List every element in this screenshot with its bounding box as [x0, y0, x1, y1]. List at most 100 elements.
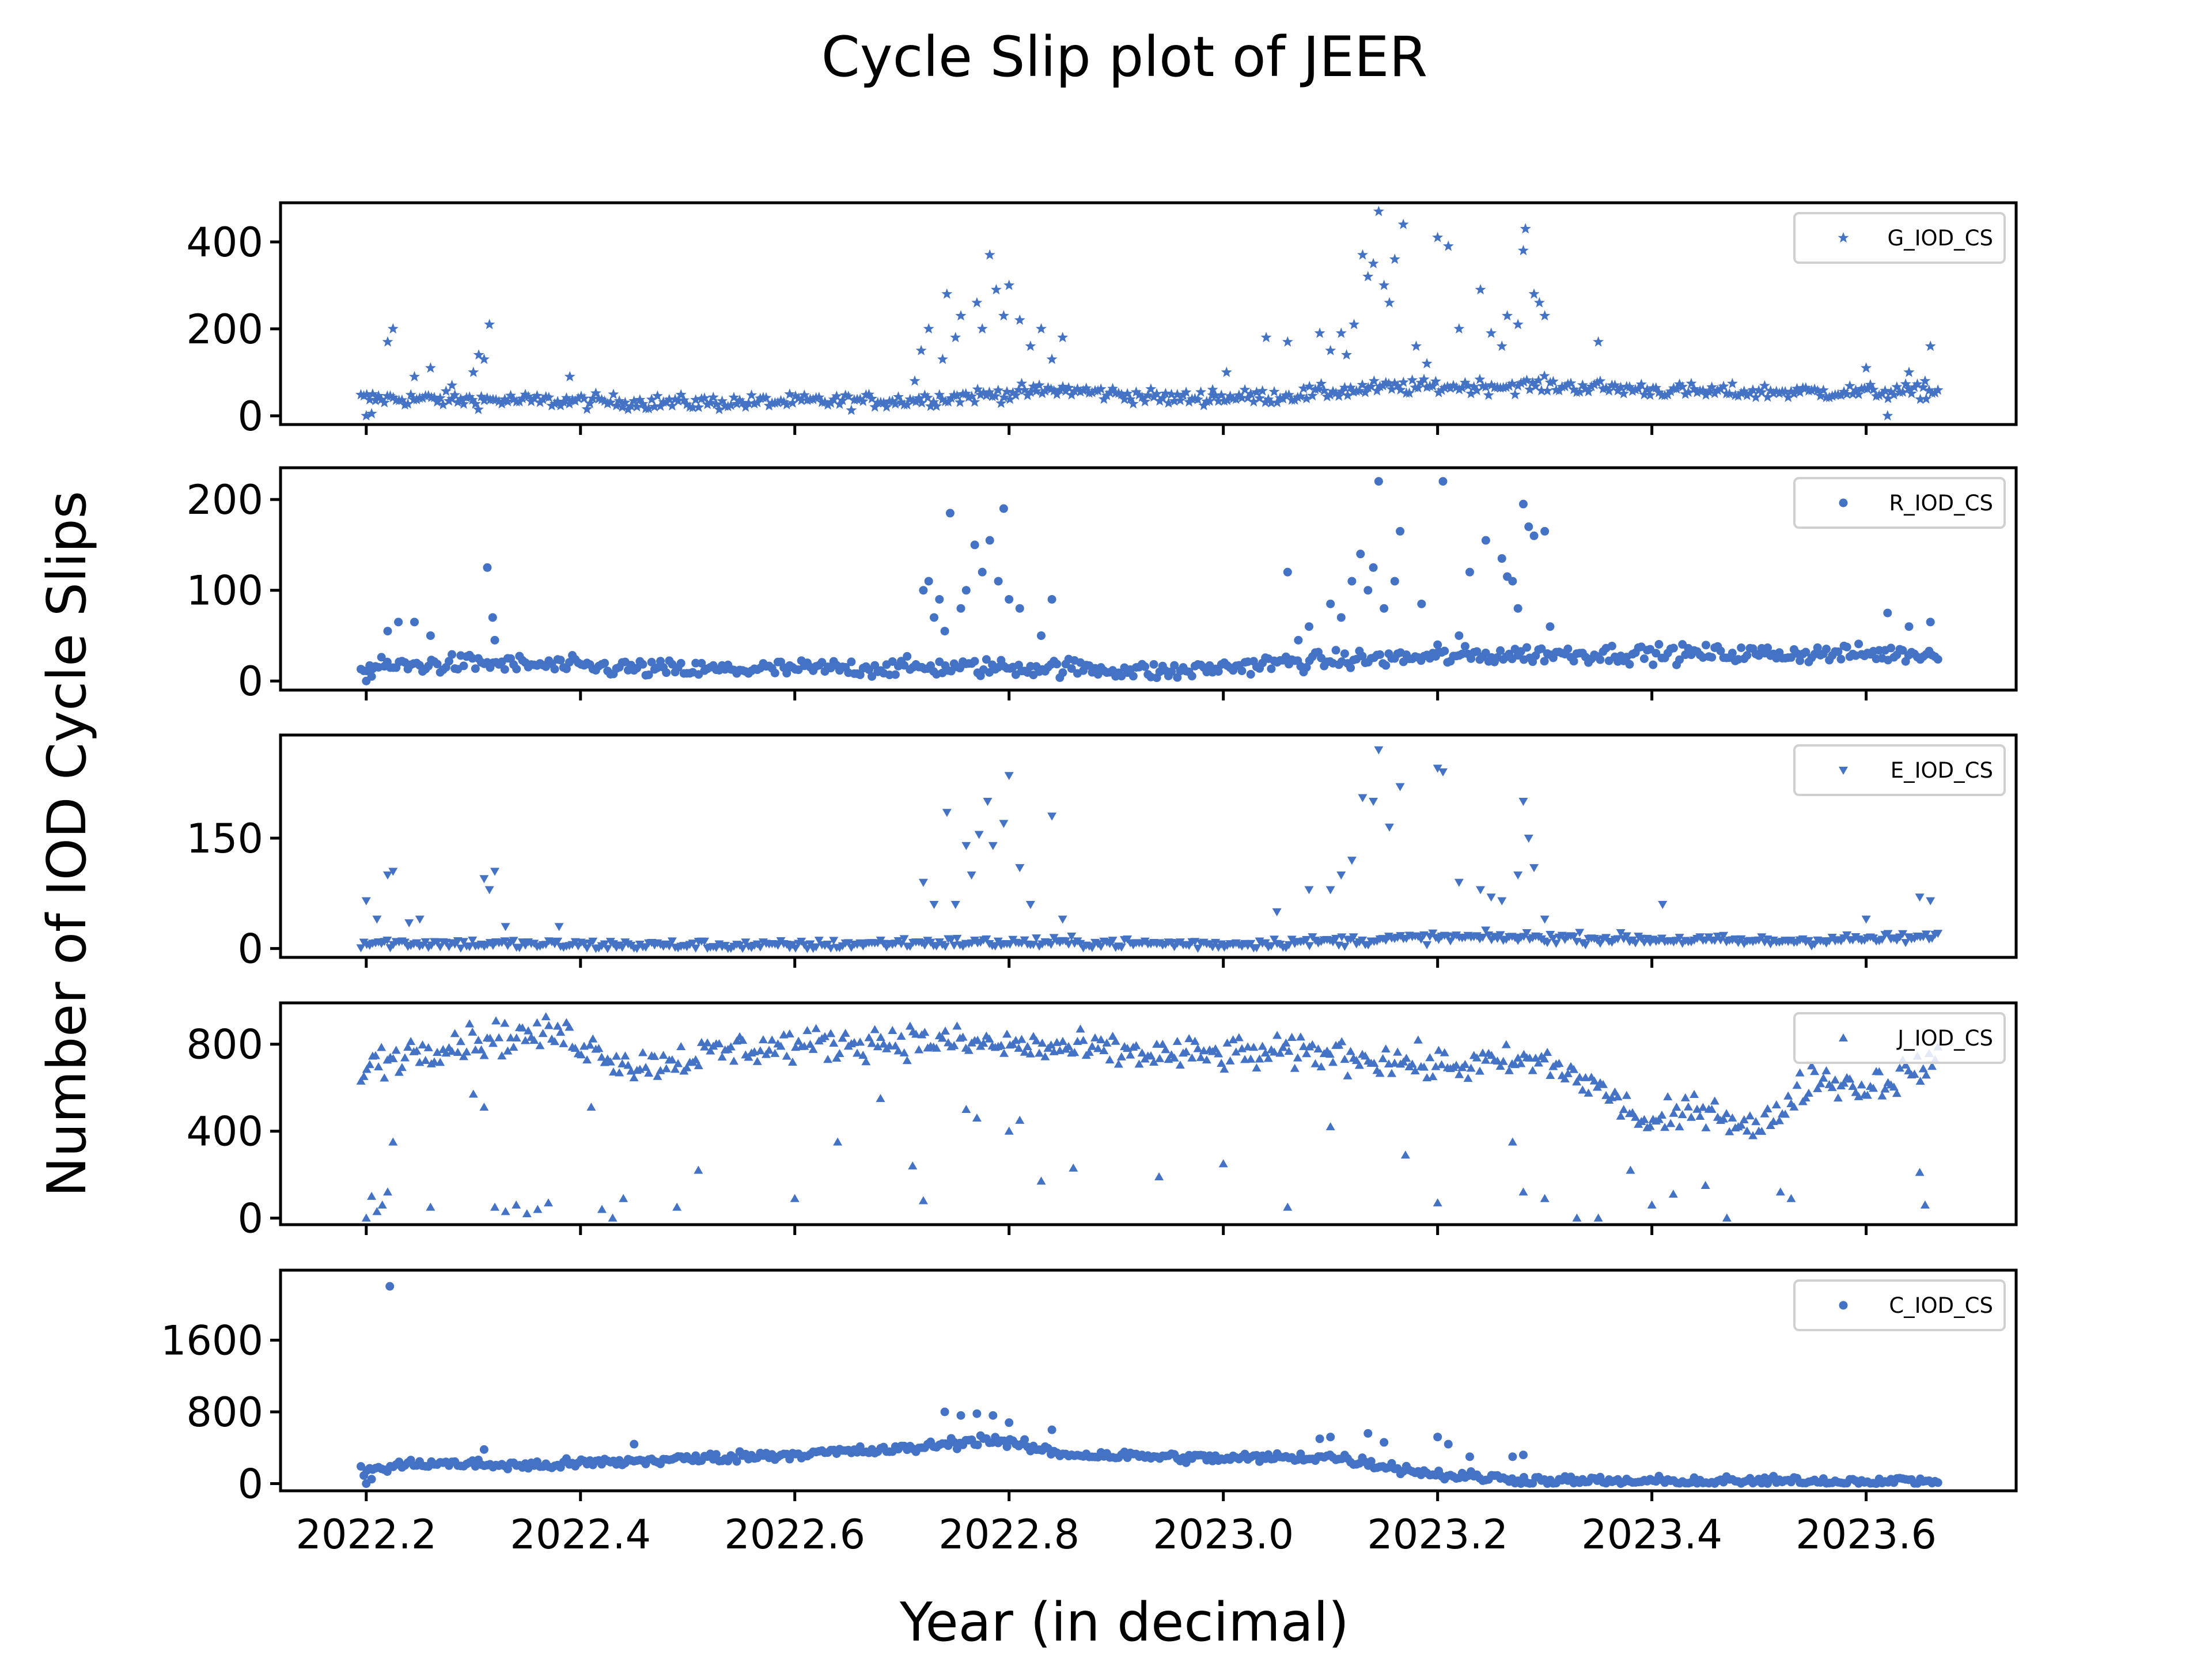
- data-point: [1669, 1108, 1679, 1117]
- data-point: [600, 658, 609, 668]
- data-point: [1025, 387, 1036, 397]
- data-point: [1873, 389, 1885, 400]
- data-point: [832, 1053, 842, 1062]
- legend-marker: [1839, 1033, 1848, 1041]
- data-point: [1516, 1059, 1526, 1067]
- data-point: [597, 1205, 607, 1213]
- data-point: [1454, 878, 1464, 887]
- data-point: [858, 1051, 868, 1059]
- data-point: [755, 943, 765, 952]
- data-point: [1785, 385, 1797, 396]
- data-point: [1819, 1073, 1828, 1082]
- data-point: [855, 1037, 865, 1046]
- data-point: [704, 397, 716, 408]
- data-point: [1249, 1043, 1259, 1051]
- data-point: [1891, 381, 1903, 392]
- data-point: [1357, 379, 1368, 390]
- data-point: [524, 1026, 533, 1035]
- data-point: [1331, 934, 1341, 943]
- data-point: [394, 1067, 404, 1076]
- data-point: [1325, 1050, 1335, 1058]
- data-point: [1481, 1055, 1491, 1064]
- data-point: [1215, 389, 1227, 400]
- data-point: [1172, 389, 1183, 399]
- data-point: [942, 809, 952, 817]
- data-point: [405, 389, 416, 400]
- data-point: [1841, 388, 1853, 399]
- data-point: [435, 1058, 445, 1066]
- data-point: [1559, 381, 1571, 392]
- data-point: [1301, 393, 1312, 404]
- data-point: [1177, 389, 1189, 400]
- data-point: [837, 395, 849, 406]
- data-point: [1572, 1077, 1582, 1086]
- data-point: [440, 385, 452, 396]
- data-point: [1757, 933, 1767, 942]
- data-point: [941, 1026, 950, 1035]
- data-point: [903, 652, 912, 661]
- data-point: [1518, 499, 1528, 509]
- data-point: [1736, 387, 1747, 398]
- data-point: [1645, 1122, 1655, 1130]
- data-point: [1437, 1060, 1446, 1069]
- data-point: [699, 1042, 709, 1051]
- data-point: [819, 396, 831, 407]
- data-point: [488, 613, 497, 622]
- data-point: [1724, 388, 1735, 399]
- x-tick-label: 2022.2: [296, 1511, 437, 1558]
- data-point: [1607, 642, 1616, 651]
- data-point: [1421, 358, 1433, 369]
- data-point: [1453, 323, 1465, 334]
- data-point: [1527, 377, 1539, 388]
- data-point: [1378, 279, 1390, 290]
- data-point: [1618, 388, 1630, 399]
- series-e-iod-cs: [356, 746, 1943, 953]
- data-point: [975, 389, 986, 400]
- data-point: [406, 1037, 416, 1046]
- data-point: [1257, 1041, 1267, 1050]
- data-point: [1892, 1089, 1902, 1097]
- data-point: [961, 1104, 971, 1113]
- data-point: [1175, 1060, 1185, 1069]
- data-point: [711, 1450, 721, 1459]
- data-point: [1707, 1104, 1717, 1113]
- data-point: [641, 1063, 651, 1071]
- data-point: [1314, 327, 1325, 338]
- data-point: [1495, 1062, 1505, 1070]
- data-point: [764, 1046, 774, 1054]
- data-point: [676, 658, 685, 668]
- data-point: [1087, 944, 1097, 953]
- data-point: [471, 1045, 480, 1054]
- data-point: [1433, 640, 1442, 649]
- data-point: [490, 635, 499, 645]
- data-point: [1326, 599, 1335, 608]
- data-point: [984, 249, 995, 260]
- data-point: [1908, 381, 1920, 392]
- data-point: [717, 1052, 727, 1061]
- data-point: [403, 1043, 413, 1051]
- data-point: [1207, 384, 1218, 395]
- data-point: [1284, 1047, 1294, 1055]
- data-point: [707, 391, 719, 402]
- data-point: [1377, 380, 1389, 391]
- data-point: [1231, 1047, 1241, 1056]
- data-point: [658, 1051, 668, 1059]
- data-point: [503, 1046, 513, 1055]
- data-point: [1195, 386, 1207, 397]
- data-point: [729, 1056, 738, 1065]
- data-point: [644, 670, 653, 679]
- data-point: [372, 1207, 382, 1215]
- data-point: [367, 672, 376, 681]
- data-point: [945, 392, 957, 403]
- data-point: [1612, 385, 1623, 396]
- data-point: [385, 390, 396, 401]
- data-point: [1357, 936, 1367, 945]
- data-point: [1116, 388, 1127, 399]
- data-point: [1737, 643, 1746, 652]
- data-point: [1096, 1035, 1106, 1044]
- data-point: [394, 618, 403, 627]
- data-point: [905, 1021, 915, 1030]
- data-point: [1801, 1093, 1810, 1102]
- data-point: [1005, 594, 1014, 604]
- series-g-iod-cs: [355, 206, 1944, 421]
